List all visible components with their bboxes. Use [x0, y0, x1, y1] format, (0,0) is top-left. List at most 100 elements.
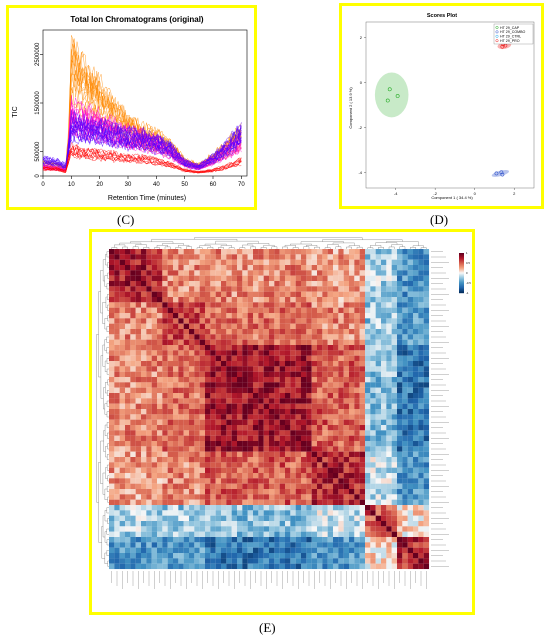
heatmap-cell — [141, 505, 147, 511]
heatmap-cell — [114, 494, 120, 500]
dendrogram-branch — [106, 283, 109, 290]
heatmap-cell — [386, 489, 392, 495]
confidence-ellipse — [374, 72, 409, 118]
heatmap-cell — [397, 403, 403, 410]
heatmap-cell — [237, 366, 243, 372]
heatmap-cell — [413, 457, 419, 463]
heatmap-cell — [386, 270, 392, 276]
tic-chart: Total Ion Chromatograms (original) 0 10 20… — [12, 15, 248, 202]
heatmap-cell — [343, 291, 350, 298]
colorbar-swatch — [459, 270, 464, 272]
heatmap-cell — [114, 558, 120, 564]
heatmap-cell — [125, 531, 131, 538]
heatmap-cell — [167, 467, 174, 474]
heatmap-cell — [151, 371, 158, 378]
heatmap-cell — [274, 339, 280, 346]
heatmap-cell — [338, 419, 344, 426]
heatmap-cell — [269, 345, 275, 351]
heatmap-cell — [162, 510, 168, 516]
heatmap-cell — [237, 259, 243, 266]
heatmap-cell — [221, 462, 227, 468]
heatmap-cell — [333, 489, 339, 495]
heatmap-cell — [306, 366, 312, 372]
heatmap-cell — [205, 361, 211, 367]
heatmap-cell — [413, 553, 419, 559]
heatmap-cell — [301, 425, 307, 431]
heatmap-cell — [269, 265, 275, 271]
heatmap-cell — [199, 537, 206, 543]
heatmap-cell — [114, 275, 120, 282]
heatmap-cell — [167, 323, 174, 330]
heatmap-cell — [375, 430, 382, 436]
heatmap-cell — [130, 446, 136, 452]
heatmap-cell — [365, 553, 371, 559]
heatmap-cell — [407, 409, 414, 415]
heatmap-cell — [322, 371, 328, 378]
heatmap-cell — [290, 254, 296, 260]
heatmap-cell — [285, 563, 291, 570]
heatmap-cell — [381, 297, 387, 303]
heatmap-cell — [226, 318, 232, 324]
heatmap-cell — [386, 547, 392, 554]
heatmap-cell — [157, 425, 163, 431]
heatmap-cell — [327, 297, 334, 303]
heatmap-cell — [295, 361, 302, 367]
heatmap-cell — [375, 286, 382, 292]
heatmap-cell — [167, 297, 174, 303]
heatmap-cell — [162, 515, 168, 522]
heatmap-cell — [263, 451, 270, 458]
heatmap-cell — [221, 254, 227, 260]
heatmap-cell — [306, 265, 312, 271]
heatmap-cell — [418, 435, 424, 442]
heatmap-cell — [215, 409, 222, 415]
heatmap-cell — [125, 435, 131, 442]
heatmap-cell — [418, 403, 424, 410]
heatmap-cell — [231, 473, 238, 479]
heatmap-cell — [311, 403, 318, 410]
heatmap-cell — [407, 366, 414, 372]
heatmap-cell — [327, 478, 334, 484]
heatmap-cell — [183, 537, 190, 543]
heatmap-cell — [253, 350, 259, 356]
heatmap-cell — [242, 393, 248, 399]
heatmap-cell — [226, 451, 232, 458]
colorbar-swatch — [459, 288, 464, 290]
heatmap-cell — [423, 553, 430, 559]
heatmap-cell — [343, 462, 350, 468]
heatmap-cell — [135, 425, 142, 431]
dendrogram-branch — [156, 245, 168, 248]
heatmap-cell — [205, 553, 211, 559]
heatmap-cell — [322, 451, 328, 458]
heatmap-cell — [311, 366, 318, 372]
heatmap-cell — [375, 451, 382, 458]
heatmap-cell — [391, 515, 398, 522]
heatmap-cell — [247, 531, 254, 538]
heatmap-cell — [178, 473, 184, 479]
heatmap-cell — [231, 291, 238, 298]
heatmap-cell — [162, 441, 168, 447]
heatmap-cell — [317, 563, 323, 570]
heatmap-cell — [397, 547, 403, 554]
heatmap-cell — [114, 329, 120, 335]
heatmap-cell — [397, 457, 403, 463]
heatmap-cell — [189, 425, 195, 431]
tic-y-label: TIC — [12, 106, 19, 117]
heatmap-cell — [295, 393, 302, 399]
heatmap-cell — [183, 275, 190, 282]
heatmap-cell — [167, 350, 174, 356]
heatmap-cell — [317, 521, 323, 527]
heatmap-cell — [301, 334, 307, 340]
heatmap-cell — [215, 547, 222, 554]
heatmap-cell — [295, 265, 302, 271]
heatmap-cell — [157, 462, 163, 468]
heatmap-cell — [226, 505, 232, 511]
heatmap-cell — [125, 521, 131, 527]
heatmap-cell — [162, 366, 168, 372]
heatmap-cell — [354, 361, 360, 367]
heatmap-cell — [183, 403, 190, 410]
heatmap-cell — [242, 419, 248, 426]
heatmap-cell — [301, 398, 307, 404]
heatmap-cell — [306, 467, 312, 474]
heatmap-cell — [322, 446, 328, 452]
